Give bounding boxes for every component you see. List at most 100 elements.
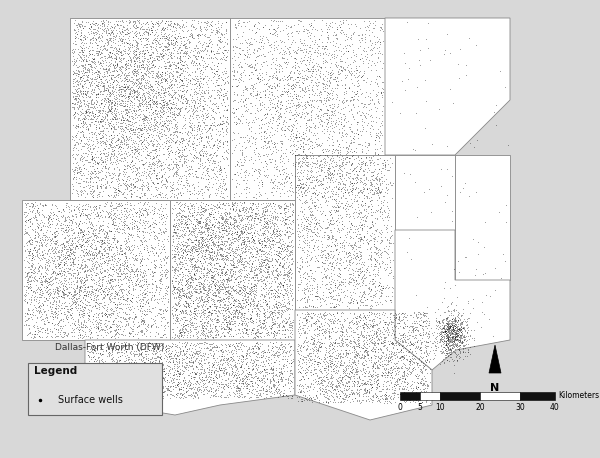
Point (39, 293, 49, 300)
Point (148, 207, 157, 214)
Point (205, 248, 214, 255)
Point (216, 21, 226, 28)
Point (377, 249, 386, 256)
Point (355, 111, 364, 119)
Point (174, 278, 184, 285)
Point (34, 267, 43, 274)
Point (141, 272, 151, 279)
Point (29, 323, 39, 330)
Point (269, 163, 279, 170)
Point (157, 207, 167, 214)
Point (250, 281, 260, 288)
Point (444, 320, 454, 327)
Point (19, 321, 29, 328)
Point (336, 324, 346, 331)
Point (158, 313, 168, 321)
Point (276, 98, 286, 105)
Point (365, 272, 374, 279)
Point (310, 194, 319, 201)
Point (293, 186, 302, 193)
Point (287, 261, 297, 268)
Point (458, 318, 467, 326)
Point (103, 252, 113, 260)
Point (197, 234, 207, 241)
Point (209, 291, 218, 299)
Point (455, 337, 465, 344)
Point (377, 108, 387, 115)
Point (210, 302, 220, 310)
Point (332, 245, 342, 253)
Point (80, 277, 89, 284)
Point (113, 214, 123, 222)
Point (157, 294, 166, 302)
Point (88, 288, 97, 295)
Point (73, 232, 82, 239)
Point (179, 287, 188, 294)
Point (160, 84, 170, 92)
Point (120, 260, 130, 267)
Point (58, 207, 68, 214)
Point (65, 252, 75, 260)
Point (52, 304, 61, 311)
Point (128, 384, 138, 391)
Point (215, 262, 225, 270)
Point (75, 229, 85, 236)
Point (160, 34, 169, 42)
Point (275, 105, 284, 113)
Point (202, 270, 212, 277)
Point (59, 261, 68, 268)
Point (347, 222, 357, 229)
Point (230, 370, 239, 377)
Point (219, 226, 229, 234)
Point (73, 45, 83, 53)
Point (286, 238, 296, 245)
Point (250, 57, 259, 64)
Point (125, 164, 134, 171)
Point (203, 317, 213, 325)
Point (21, 320, 31, 327)
Point (358, 360, 367, 367)
Point (58, 290, 67, 298)
Point (221, 67, 231, 75)
Point (223, 304, 232, 311)
Point (314, 135, 323, 142)
Point (89, 364, 98, 371)
Point (29, 214, 39, 221)
Point (142, 57, 152, 65)
Point (327, 109, 337, 116)
Point (221, 370, 230, 377)
Point (364, 224, 374, 232)
Point (341, 278, 350, 285)
Point (465, 350, 475, 357)
Point (296, 113, 306, 120)
Point (80, 280, 90, 287)
Point (169, 194, 179, 201)
Point (106, 370, 116, 377)
Point (61, 203, 71, 211)
Point (377, 386, 387, 393)
Point (255, 153, 265, 160)
Point (433, 325, 442, 332)
Point (140, 27, 149, 35)
Point (246, 345, 256, 352)
Point (122, 317, 131, 325)
Point (330, 120, 340, 127)
Point (261, 390, 271, 398)
Point (218, 226, 228, 233)
Point (79, 139, 89, 147)
Point (241, 223, 250, 230)
Point (154, 300, 163, 307)
Point (148, 57, 157, 64)
Point (30, 253, 40, 260)
Point (437, 342, 446, 349)
Point (200, 252, 209, 260)
Point (77, 157, 86, 164)
Point (342, 149, 352, 157)
Point (395, 375, 405, 382)
Point (199, 114, 208, 121)
Point (265, 369, 274, 376)
Point (162, 44, 172, 51)
Point (125, 124, 134, 131)
Point (121, 310, 130, 317)
Point (443, 353, 452, 360)
